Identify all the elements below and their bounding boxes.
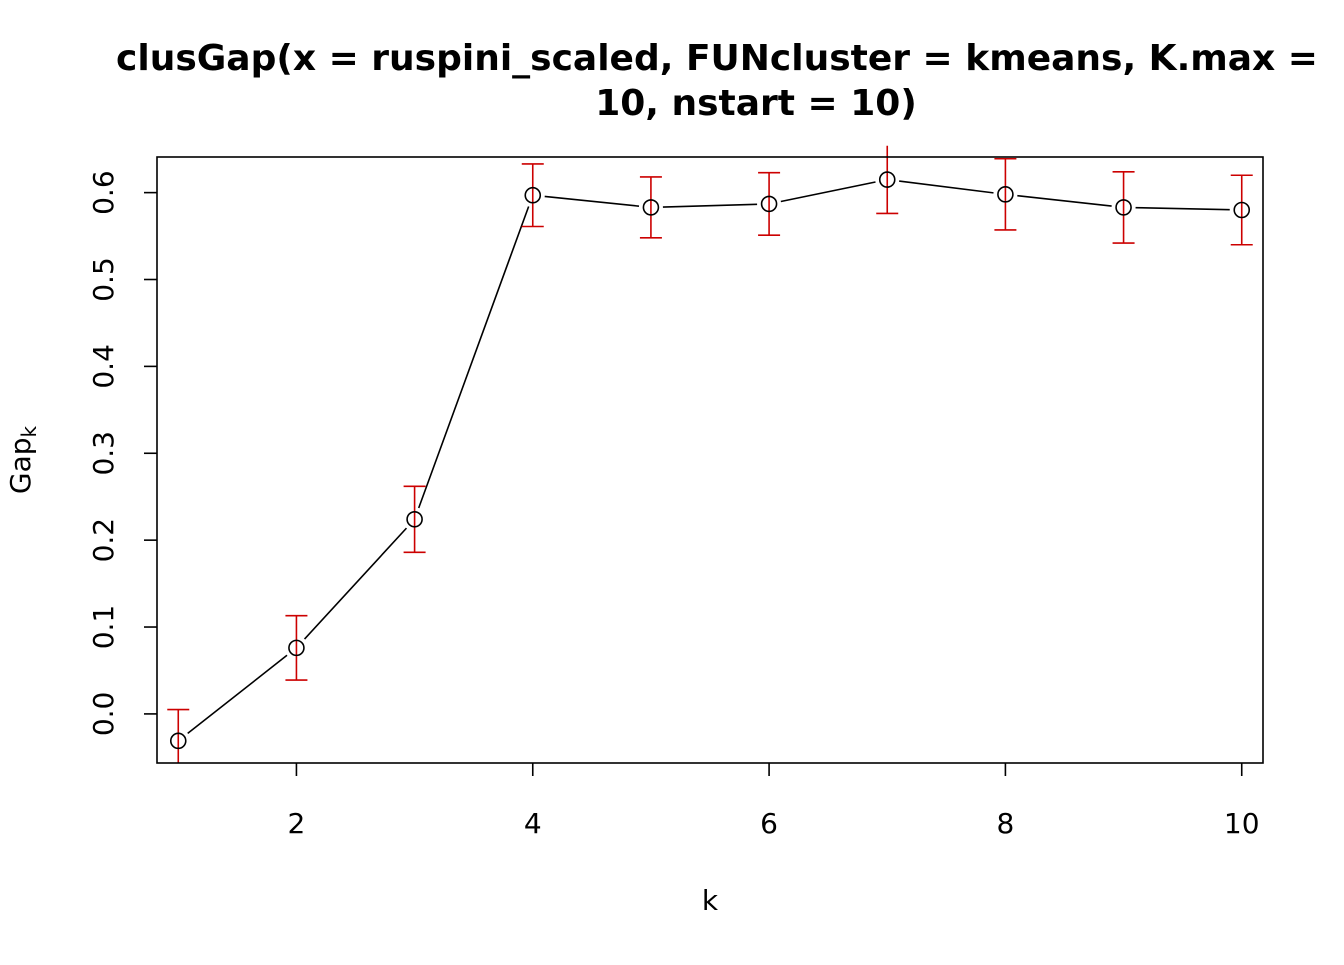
series-segment-6 — [780, 181, 876, 203]
x-tick-label-6: 6 — [760, 807, 778, 840]
data-point-k8 — [997, 186, 1014, 203]
error-bar-k4 — [521, 163, 544, 228]
series-segment-2 — [303, 527, 408, 640]
y-tick-label-0.5: 0.5 — [87, 257, 120, 302]
data-point-k9 — [1115, 199, 1132, 216]
series-segment-7 — [899, 180, 994, 194]
y-axis-label-main: Gap — [4, 437, 37, 494]
error-bar-k8 — [994, 157, 1017, 231]
plot-area — [156, 145, 1264, 764]
y-tick-label-0.4: 0.4 — [87, 344, 120, 389]
series-segment-4 — [544, 195, 640, 207]
series-segment-1 — [187, 654, 288, 735]
data-point-k6 — [760, 195, 778, 213]
y-axis: 0.0 0.1 0.2 0.3 0.4 0.5 0.6 — [87, 170, 157, 736]
series-segment-9 — [1135, 206, 1230, 211]
x-axis-label: k — [702, 884, 719, 917]
data-point-k1 — [169, 732, 187, 750]
chart-title-line-2: 10, nstart = 10) — [595, 83, 917, 124]
data-point-k10 — [1233, 201, 1251, 219]
series-segment-8 — [1017, 194, 1112, 207]
chart-title-line-1: clusGap(x = ruspini_scaled, FUNcluster =… — [116, 38, 1318, 79]
data-point-k4 — [524, 186, 542, 204]
error-bar-k9 — [1112, 170, 1135, 244]
series-segment-5 — [662, 203, 758, 208]
y-tick-label-0.2: 0.2 — [87, 518, 120, 563]
y-tick-label-0.0: 0.0 — [87, 692, 120, 737]
data-point-k3 — [406, 510, 423, 528]
error-bar-k5 — [639, 176, 662, 239]
x-tick-label-2: 2 — [288, 807, 306, 840]
error-bar-k3 — [403, 485, 426, 554]
x-axis: 2 4 6 8 10 — [288, 763, 1260, 840]
y-tick-label-0.1: 0.1 — [87, 605, 120, 650]
data-point-k5 — [642, 199, 660, 216]
x-tick-label-10: 10 — [1224, 807, 1260, 840]
error-bar-k6 — [758, 171, 781, 236]
data-point-k7 — [878, 171, 896, 188]
y-axis-label: Gapk — [4, 425, 41, 494]
y-tick-label-0.3: 0.3 — [87, 431, 120, 476]
y-tick-label-0.6: 0.6 — [87, 170, 120, 215]
error-bar-k10 — [1230, 174, 1253, 246]
data-point-k2 — [288, 639, 305, 657]
x-tick-label-8: 8 — [996, 807, 1014, 840]
error-bar-k1 — [167, 708, 190, 763]
error-bar-k2 — [285, 614, 308, 681]
series-segment-3 — [417, 206, 530, 509]
plot-frame — [156, 156, 1264, 764]
y-axis-label-subscript: k — [17, 425, 41, 437]
x-tick-label-4: 4 — [524, 807, 542, 840]
